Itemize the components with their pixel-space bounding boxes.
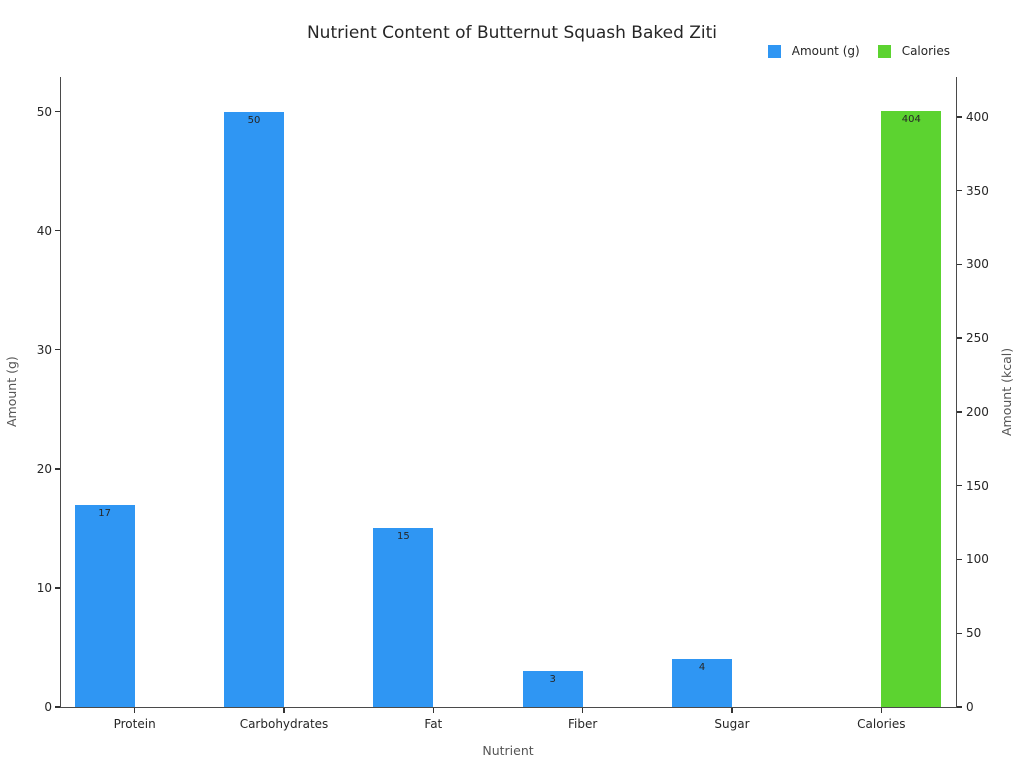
x-axis-tick xyxy=(283,708,285,713)
legend: Amount (g) Calories xyxy=(767,44,950,58)
x-axis-tick xyxy=(581,708,584,713)
bar-fiber xyxy=(522,671,583,707)
x-axis-label: Nutrient xyxy=(482,743,534,758)
y-axis-tick-label-right: 350 xyxy=(966,183,989,198)
x-axis-tick-label: Calories xyxy=(857,717,906,731)
y-axis-tick-label-left: 0 xyxy=(44,700,52,714)
legend-label-calories: Calories xyxy=(901,44,950,58)
x-axis-tick-label: Carbohydrates xyxy=(239,717,329,731)
y-axis-spine-right xyxy=(956,77,957,708)
bar-sugar xyxy=(672,659,732,707)
y-axis-tick-right xyxy=(957,189,962,192)
y-axis-tick-right xyxy=(957,116,962,118)
y-axis-tick-label-right: 50 xyxy=(966,626,982,641)
x-axis-tick-label: Protein xyxy=(113,717,156,731)
y-axis-tick-label-right: 0 xyxy=(966,700,974,714)
chart-title: Nutrient Content of Butternut Squash Bak… xyxy=(306,23,718,43)
x-axis-tick-label: Fat xyxy=(424,717,443,731)
legend-item-amount-g: Amount (g) xyxy=(767,44,860,58)
legend-swatch-calories xyxy=(877,45,891,58)
y-axis-tick-right xyxy=(957,337,962,339)
x-axis-tick-label: Sugar xyxy=(714,717,750,731)
y-axis-tick-right xyxy=(957,632,962,634)
y-axis-tick-label-right: 100 xyxy=(966,552,989,567)
y-axis-tick-left xyxy=(55,349,60,351)
bar-value-label: 17 xyxy=(98,507,112,519)
y-axis-tick-label-right: 150 xyxy=(966,478,989,493)
x-axis-tick-label: Fiber xyxy=(568,717,598,731)
x-axis-tick xyxy=(432,708,435,713)
y-axis-tick-label-left: 30 xyxy=(36,342,52,357)
legend-swatch-amount-g xyxy=(767,45,781,58)
y-axis-tick-left xyxy=(55,706,60,708)
y-axis-tick-right xyxy=(957,263,962,266)
y-axis-tick-label-right: 400 xyxy=(966,109,989,124)
bar-calories xyxy=(881,110,942,707)
y-axis-tick-label-right: 200 xyxy=(966,404,989,419)
x-axis-spine xyxy=(60,707,957,708)
bar-value-label: 3 xyxy=(549,674,556,686)
y-axis-tick-right xyxy=(957,484,962,487)
x-axis-tick xyxy=(731,708,733,713)
y-axis-spine-left xyxy=(60,77,61,708)
y-axis-tick-label-left: 10 xyxy=(36,580,52,595)
bar-value-label: 404 xyxy=(901,113,921,125)
legend-label-amount-g: Amount (g) xyxy=(791,44,860,58)
y-axis-tick-label-right: 300 xyxy=(966,257,989,272)
y-axis-tick-right xyxy=(957,706,962,708)
x-axis-tick xyxy=(133,708,136,713)
y-axis-tick-right xyxy=(957,411,962,413)
y-axis-tick-label-right: 250 xyxy=(966,331,989,346)
x-axis-tick xyxy=(880,708,883,713)
legend-item-calories: Calories xyxy=(877,44,950,58)
bar-protein xyxy=(74,504,135,707)
y-axis-tick-left xyxy=(55,587,60,589)
bar-value-label: 4 xyxy=(698,662,706,674)
bar-value-label: 50 xyxy=(247,114,261,126)
y-axis-tick-left xyxy=(55,110,60,113)
y-axis-tick-left xyxy=(55,229,60,232)
y-axis-tick-label-left: 20 xyxy=(36,461,52,476)
y-axis-tick-label-left: 40 xyxy=(36,223,52,238)
y-axis-tick-left xyxy=(55,468,60,470)
y-axis-tick-label-left: 50 xyxy=(36,104,52,119)
bar-fat xyxy=(373,528,434,707)
bar-value-label: 15 xyxy=(396,531,410,543)
y-axis-tick-right xyxy=(957,558,962,561)
bar-carbohydrates xyxy=(224,111,284,707)
